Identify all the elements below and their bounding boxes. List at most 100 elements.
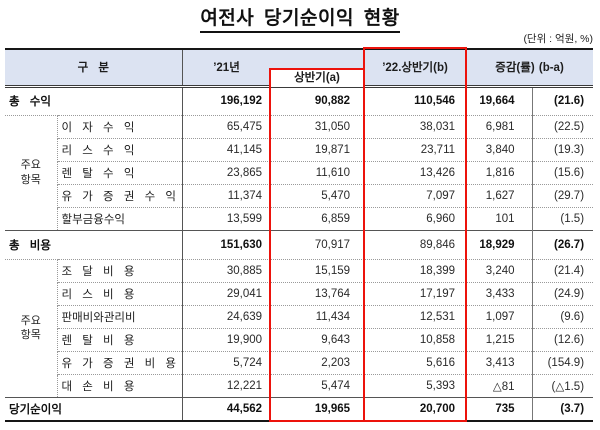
row-label: 유 가 증 권 비 용 <box>56 350 183 374</box>
value-cell: (1.5) <box>531 206 594 230</box>
row-label: 렌 탈 비 용 <box>56 327 183 351</box>
row-label: 당기순이익 <box>5 396 183 422</box>
value-cell: 17,197 <box>364 281 467 305</box>
value-cell: 3,840 <box>466 137 533 161</box>
value-cell: 6,960 <box>364 206 467 230</box>
table-header: 구 분 ’21년 ’22.상반기(b) 증감(률) (b-a) <box>5 48 594 88</box>
header-category: 구 분 <box>5 48 183 88</box>
value-cell: 12,531 <box>364 304 467 328</box>
row-label: 총 비용 <box>5 229 183 259</box>
row-label: 이 자 수 익 <box>56 114 183 138</box>
value-cell: 11,374 <box>182 183 271 207</box>
value-cell: 3,413 <box>466 350 533 374</box>
table-row: 당기순이익 44,562 19,965 20,700 735 (3.7) <box>5 396 594 422</box>
row-label: 리 스 수 익 <box>56 137 183 161</box>
value-cell: 9,643 <box>270 327 365 351</box>
value-cell: 24,639 <box>182 304 271 328</box>
row-label: 대 손 비 용 <box>56 373 183 397</box>
value-cell: 1,627 <box>466 183 533 207</box>
row-label: 유 가 증 권 수 익 <box>56 183 183 207</box>
value-cell: (29.7) <box>531 183 594 207</box>
row-label: 리 스 비 용 <box>56 281 183 305</box>
value-cell: 196,192 <box>220 95 263 107</box>
value-cell: (154.9) <box>531 350 594 374</box>
value-cell: 11,434 <box>270 304 365 328</box>
table-row: 리 스 수 익 41,145 19,871 23,711 3,840 (19.3) <box>5 137 594 161</box>
value-cell: △81 <box>466 373 533 397</box>
group-label: 주요 항목 <box>5 114 57 230</box>
value-cell: 151,630 <box>182 229 271 259</box>
value-cell: 1,816 <box>466 160 533 184</box>
header-row: 구 분 ’21년 ’22.상반기(b) 증감(률) (b-a) <box>5 48 594 88</box>
table-row: 대 손 비 용 12,221 5,474 5,393 △81 (△1.5) <box>5 373 594 397</box>
value-cell: 5,724 <box>182 350 271 374</box>
value-cell: 41,145 <box>182 137 271 161</box>
value-cell: 89,846 <box>364 229 467 259</box>
header-half-b: ’22.상반기(b) <box>364 48 467 88</box>
value-cell: 18,929 <box>466 229 533 259</box>
value-cell: 29,041 <box>182 281 271 305</box>
table-row: 리 스 비 용 29,041 13,764 17,197 3,433 (24.9) <box>5 281 594 305</box>
row-label: 조 달 비 용 <box>56 258 183 282</box>
value-cell: 13,426 <box>364 160 467 184</box>
value-cell: (△1.5) <box>531 373 594 397</box>
row-label: 총 수익 <box>5 86 183 115</box>
header-year21: ’21년 <box>182 48 365 88</box>
value-cell: 19,871 <box>270 137 365 161</box>
value-cell: 2,203 <box>270 350 365 374</box>
value-cell: 5,393 <box>364 373 467 397</box>
value-cell: (21.4) <box>531 258 594 282</box>
value-cell: 30,885 <box>182 258 271 282</box>
table-row: 유 가 증 권 수 익 11,374 5,470 7,097 1,627 (29.7) <box>5 183 594 207</box>
net-income-table: 구 분 ’21년 ’22.상반기(b) 증감(률) (b-a) 총 수익 196,… <box>5 48 594 422</box>
value-cell: (9.6) <box>531 304 594 328</box>
value-cell: 13,599 <box>182 206 271 230</box>
value-cell: 10,858 <box>364 327 467 351</box>
value-cell: 19,965 <box>270 396 365 422</box>
value-cell: (3.7) <box>531 396 594 422</box>
value-cell: (24.9) <box>531 281 594 305</box>
value-cell: 12,221 <box>182 373 271 397</box>
row-label: 할부금융수익 <box>56 206 183 230</box>
value-cell: 15,159 <box>270 258 365 282</box>
table-body: 총 수익 196,192 90,882 110,546 19,664 (21.6) 주요 항… <box>5 86 594 422</box>
value-cell: (21.6) <box>531 86 594 115</box>
table-row: 주요 항목 조 달 비 용 30,885 15,159 18,399 3,240 (21.4… <box>5 258 594 397</box>
value-cell: 19,664 <box>479 95 515 107</box>
page-title: 여전사 당기순이익 현황 <box>200 3 400 33</box>
value-cell: 6,859 <box>270 206 365 230</box>
table-row: 총 수익 196,192 90,882 110,546 19,664 (21.6) <box>5 86 594 115</box>
value-cell: 101 <box>466 206 533 230</box>
value-cell: 23,865 <box>182 160 271 184</box>
value-cell: 23,711 <box>364 137 467 161</box>
value-cell: 31,050 <box>270 114 365 138</box>
value-cell: (22.5) <box>531 114 594 138</box>
title-wrap: 여전사 당기순이익 현황 <box>0 3 600 33</box>
row-label: 렌 탈 수 익 <box>56 160 183 184</box>
table-row: 렌 탈 수 익 23,865 11,610 13,426 1,816 (15.6) <box>5 160 594 184</box>
value-cell: 1,215 <box>466 327 533 351</box>
group-label: 주요 항목 <box>5 258 57 397</box>
value-cell: 20,700 <box>364 396 467 422</box>
value-cell: 38,031 <box>364 114 467 138</box>
unit-note: (단위 : 억원, %) <box>523 33 593 45</box>
value-cell: (19.3) <box>531 137 594 161</box>
row-label: 판매비와관리비 <box>56 304 183 328</box>
header-change: 증감(률) (b-a) <box>466 48 594 88</box>
value-cell: 3,240 <box>466 258 533 282</box>
value-cell: 90,882 <box>314 95 351 107</box>
value-cell: 11,610 <box>270 160 365 184</box>
table-row: 총 비용 151,630 70,917 89,846 18,929 (26.7) <box>5 229 594 259</box>
value-cell: 65,475 <box>182 114 271 138</box>
value-cell: (12.6) <box>531 327 594 351</box>
table-row: 렌 탈 비 용 19,900 9,643 10,858 1,215 (12.6) <box>5 327 594 351</box>
value-cell: 13,764 <box>270 281 365 305</box>
table-row: 유 가 증 권 비 용 5,724 2,203 5,616 3,413 (154.9) <box>5 350 594 374</box>
value-cell: 18,399 <box>364 258 467 282</box>
value-cell: (26.7) <box>531 229 594 259</box>
value-cell: 110,546 <box>414 95 456 107</box>
value-cell: 5,616 <box>364 350 467 374</box>
value-cell: 5,474 <box>270 373 365 397</box>
value-cell: 19,900 <box>182 327 271 351</box>
